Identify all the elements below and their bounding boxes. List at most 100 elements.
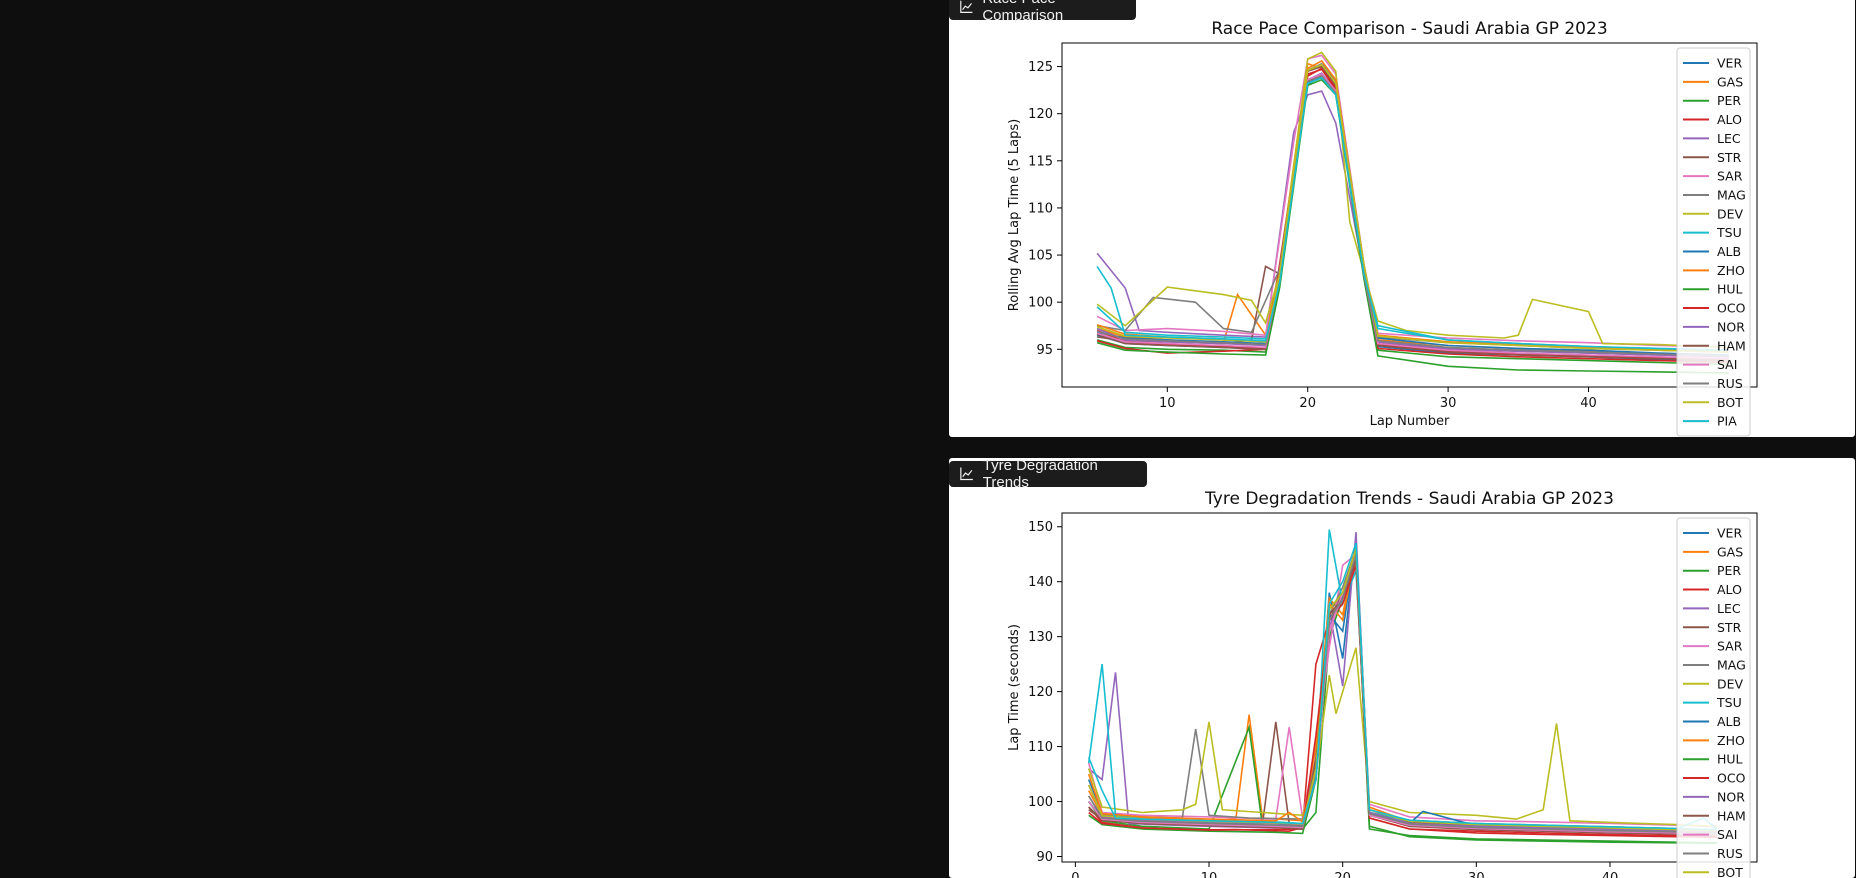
series-line-oco	[1088, 564, 1717, 838]
series-line-nor	[1088, 553, 1717, 834]
series-line-sai	[1088, 553, 1717, 835]
series-line-alb	[1088, 543, 1717, 833]
legend-label-pia: PIA	[1717, 414, 1737, 429]
series-line-pia	[1087, 542, 1717, 831]
series-line-gas	[1087, 548, 1717, 832]
legend-label-hul: HUL	[1717, 752, 1743, 767]
series-line-zho	[1096, 59, 1729, 353]
tab-race-pace-comparison[interactable]: Race Pace Comparison	[949, 0, 1136, 24]
chart-legend: VER GAS PER ALO LEC STR SAR MAG DEV TSU ALB ZHO HUL O…	[1676, 47, 1751, 437]
y-tick-label: 100	[1028, 795, 1053, 810]
series-line-dev	[1087, 647, 1717, 828]
series-line-alo	[1088, 564, 1717, 839]
series-line-rus	[1096, 75, 1729, 357]
chart-icon	[960, 0, 973, 13]
legend-label-lec: LEC	[1717, 131, 1741, 146]
series-line-str	[1096, 65, 1729, 358]
tab-tyre-degradation-trends[interactable]: Tyre Degradation Trends	[949, 457, 1147, 491]
legend-label-oco: OCO	[1717, 771, 1746, 786]
x-tick-label: 20	[1334, 871, 1351, 878]
legend-label-sar: SAR	[1717, 639, 1743, 654]
legend-label-mag: MAG	[1717, 657, 1746, 672]
legend-label-dev: DEV	[1717, 206, 1744, 221]
x-tick-label: 10	[1201, 871, 1218, 878]
legend-label-alo: ALO	[1717, 582, 1742, 597]
legend-label-rus: RUS	[1717, 376, 1743, 391]
x-tick-label: 10	[1159, 396, 1176, 411]
series-line-lec	[1096, 90, 1729, 357]
series-line-mag	[1096, 62, 1729, 353]
series-line-dev	[1096, 51, 1729, 349]
legend-label-gas: GAS	[1717, 74, 1743, 89]
y-axis-label: Lap Time (seconds)	[1007, 624, 1022, 751]
series-line-nor	[1096, 72, 1729, 358]
x-tick-label: 30	[1468, 871, 1485, 878]
legend-label-dev: DEV	[1717, 676, 1744, 691]
legend-label-ver: VER	[1717, 56, 1742, 71]
series-line-zho	[1087, 548, 1717, 831]
legend-label-str: STR	[1717, 620, 1742, 635]
tab-label: Race Pace Comparison	[982, 0, 1064, 24]
series-line-str	[1088, 553, 1717, 833]
series-line-ham	[1088, 559, 1717, 836]
y-tick-label: 115	[1028, 154, 1053, 169]
tab-label: Tyre Degradation Trends	[982, 457, 1098, 491]
legend-label-bot: BOT	[1717, 395, 1743, 410]
y-tick-label: 130	[1028, 630, 1053, 645]
legend-label-per: PER	[1717, 563, 1741, 578]
tyre-degradation-chart: Tyre Degradation Trends - Saudi Arabia G…	[1007, 489, 1758, 878]
legend-label-nor: NOR	[1717, 789, 1745, 804]
x-tick-label: 20	[1299, 396, 1316, 411]
y-tick-label: 95	[1036, 343, 1053, 358]
legend-label-per: PER	[1717, 93, 1741, 108]
legend-label-sar: SAR	[1717, 169, 1743, 184]
chart-title: Race Pace Comparison - Saudi Arabia GP 2…	[1211, 19, 1607, 39]
series-line-rus	[1088, 553, 1717, 834]
series-line-per	[1096, 75, 1729, 366]
legend-label-alb: ALB	[1717, 714, 1741, 729]
series-line-gas	[1096, 62, 1729, 357]
legend-label-hul: HUL	[1717, 282, 1743, 297]
race-pace-chart: Race Pace Comparison - Saudi Arabia GP 2…	[1007, 19, 1758, 437]
y-tick-label: 100	[1028, 296, 1053, 311]
legend-label-nor: NOR	[1717, 319, 1745, 334]
series-line-tsu	[1087, 529, 1718, 830]
series-line-alo	[1096, 67, 1729, 364]
legend-label-ver: VER	[1717, 526, 1742, 541]
series-line-ham	[1096, 74, 1729, 362]
legend-label-ham: HAM	[1717, 808, 1746, 823]
tyre-degradation-panel: Tyre Degradation Trends - Saudi Arabia G…	[949, 458, 1855, 878]
legend-label-rus: RUS	[1717, 846, 1743, 861]
race-pace-panel: Race Pace Comparison - Saudi Arabia GP 2…	[949, 0, 1855, 437]
series-line-lec	[1088, 532, 1717, 835]
chart-legend: VER GAS PER ALO LEC STR SAR MAG DEV TSU ALB ZHO HUL O…	[1676, 517, 1751, 878]
series-line-per	[1088, 559, 1717, 844]
x-tick-label: 40	[1602, 871, 1619, 878]
x-axis-label: Lap Number	[1370, 414, 1450, 429]
y-tick-label: 120	[1028, 107, 1053, 122]
series-line-ver	[1087, 537, 1717, 836]
legend-label-tsu: TSU	[1716, 225, 1742, 240]
legend-label-gas: GAS	[1717, 544, 1743, 559]
y-tick-label: 90	[1036, 850, 1053, 865]
x-tick-label: 30	[1440, 396, 1457, 411]
y-tick-label: 125	[1028, 60, 1053, 75]
series-line-hul	[1096, 78, 1729, 374]
y-tick-label: 110	[1028, 201, 1053, 216]
x-tick-label: 0	[1071, 871, 1079, 878]
series-line-sai	[1096, 73, 1729, 360]
legend-label-tsu: TSU	[1716, 695, 1742, 710]
legend-label-ham: HAM	[1717, 338, 1746, 353]
legend-label-lec: LEC	[1717, 601, 1741, 616]
legend-label-zho: ZHO	[1717, 263, 1745, 278]
x-tick-label: 40	[1580, 396, 1597, 411]
legend-label-sai: SAI	[1717, 827, 1737, 842]
y-tick-label: 140	[1028, 575, 1053, 590]
legend-label-alo: ALO	[1717, 112, 1742, 127]
legend-label-alb: ALB	[1717, 244, 1741, 259]
series-line-hul	[1088, 559, 1717, 845]
y-tick-label: 110	[1028, 740, 1053, 755]
series-line-oco	[1096, 68, 1729, 361]
chart-title: Tyre Degradation Trends - Saudi Arabia G…	[1204, 489, 1614, 509]
series-line-sar	[1087, 552, 1717, 828]
